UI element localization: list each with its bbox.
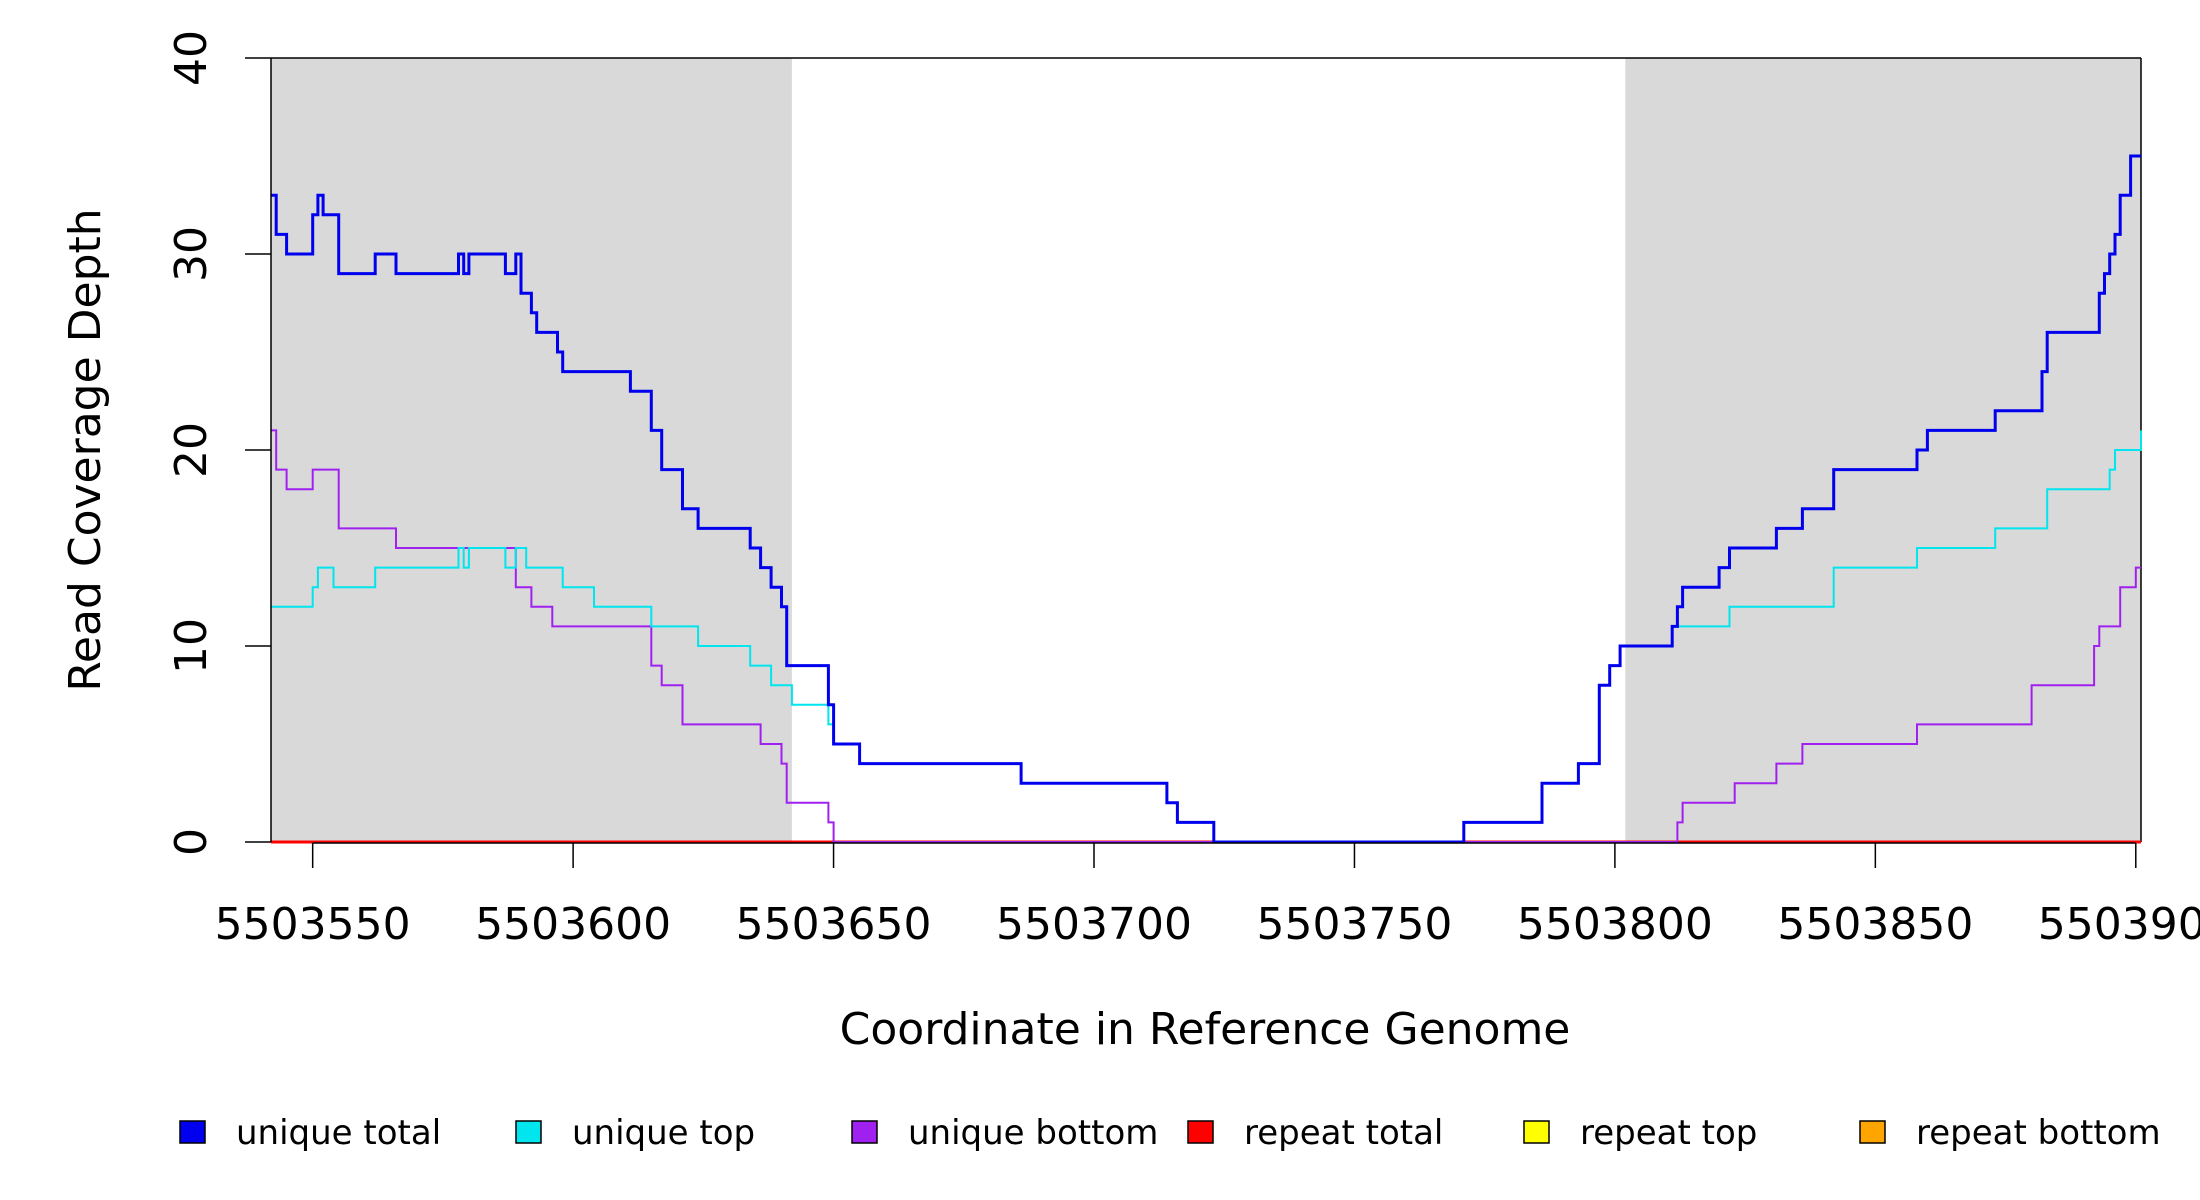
x-tick-label: 5503550 <box>215 899 411 950</box>
y-tick-label: 40 <box>166 30 217 86</box>
shaded-regions <box>271 58 2141 842</box>
legend-item-unique-bottom: unique bottom <box>851 1113 1158 1153</box>
x-tick-label: 5503800 <box>1517 899 1713 950</box>
shaded-region-1 <box>271 58 792 842</box>
legend-swatch <box>1187 1120 1214 1144</box>
x-tick-label: 5503750 <box>1256 899 1452 950</box>
x-tick-label: 5503650 <box>736 899 932 950</box>
x-tick-label: 5503850 <box>1777 899 1973 950</box>
legend-swatch <box>1859 1120 1886 1144</box>
legend-label: repeat total <box>1244 1113 1443 1153</box>
legend-item-repeat-bottom: repeat bottom <box>1859 1113 2161 1153</box>
legend-label: unique top <box>572 1113 755 1153</box>
y-tick-label: 0 <box>166 828 217 856</box>
legend-item-unique-total: unique total <box>179 1113 441 1153</box>
legend-item-unique-top: unique top <box>515 1113 755 1153</box>
legend-label: repeat bottom <box>1916 1113 2161 1153</box>
legend-item-repeat-top: repeat top <box>1523 1113 1757 1153</box>
series-lines <box>271 154 2142 844</box>
series-line-unique-bottom <box>271 429 2141 843</box>
x-tick-label: 5503600 <box>475 899 671 950</box>
legend-label: unique bottom <box>908 1113 1158 1153</box>
legend-swatch <box>179 1120 206 1144</box>
x-tick-label: 5503700 <box>996 899 1192 950</box>
y-tick-label: 20 <box>166 422 217 478</box>
y-axis-label: Read Coverage Depth <box>60 208 111 691</box>
shaded-region-2 <box>1625 58 2141 842</box>
x-axis: 5503550 5503600 5503650 5503700 5503750 55038… <box>215 842 2200 950</box>
y-tick-label: 10 <box>166 618 217 674</box>
series-line-unique-total <box>271 154 2141 844</box>
x-axis-label: Coordinate in Reference Genome <box>840 1004 1571 1055</box>
legend-swatch <box>1523 1120 1550 1144</box>
legend-label: unique total <box>236 1113 441 1153</box>
legend-label: repeat top <box>1580 1113 1757 1153</box>
legend-swatch <box>515 1120 542 1144</box>
legend-swatch <box>851 1120 878 1144</box>
y-tick-label: 30 <box>166 226 217 282</box>
y-axis: 0 10 20 30 40 <box>166 30 272 856</box>
legend-item-repeat-total: repeat total <box>1187 1113 1443 1153</box>
legend: unique total unique top unique bottom repea… <box>179 1113 2161 1153</box>
